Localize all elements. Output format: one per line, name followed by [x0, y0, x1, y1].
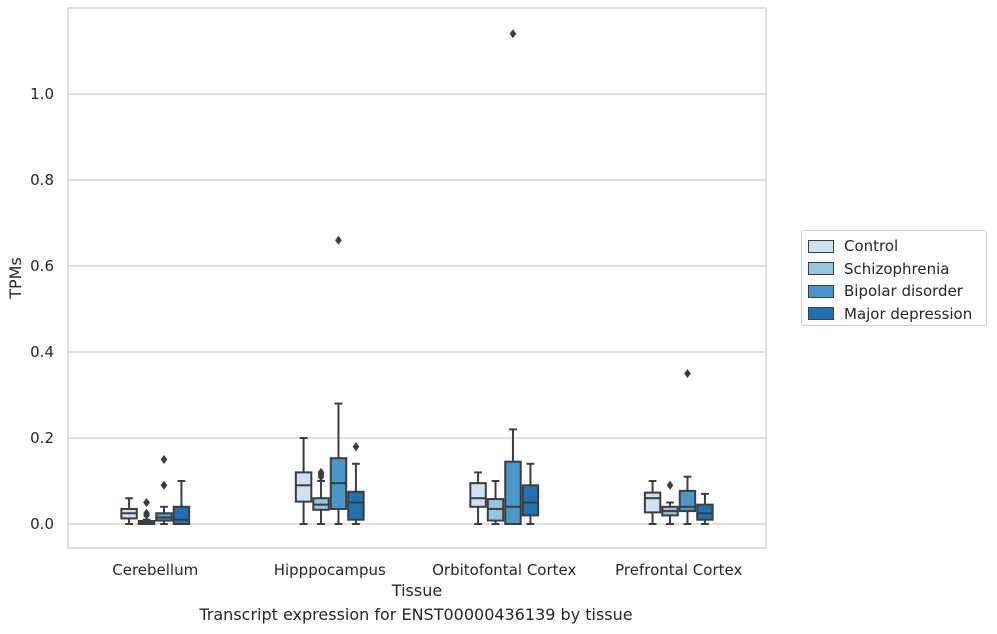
legend-label-bipolar-disorder: Bipolar disorder — [844, 282, 963, 301]
chart-caption: Transcript expression for ENST0000043613… — [199, 605, 633, 624]
outlier-cat0-s1-0 — [143, 498, 150, 507]
box-cat1-s2 — [329, 235, 348, 525]
box-cat2-s1 — [486, 480, 505, 525]
box-body-cat2-s0 — [469, 482, 487, 508]
y-tick-labels: 0.0 0.2 0.4 0.6 0.8 1.0 — [30, 85, 54, 533]
outlier-cat3-s2-0 — [684, 369, 691, 378]
box-cat2-s3 — [521, 462, 540, 525]
box-body-cat3-s3 — [696, 503, 714, 521]
y-tick-label-1: 0.2 — [30, 429, 54, 447]
box-body-cat2-s3 — [521, 484, 540, 517]
x-tick-label-2: Orbitofontal Cortex — [432, 561, 576, 579]
box-cat1-s1 — [312, 467, 330, 525]
outlier-cat0-s2-0 — [160, 455, 168, 464]
y-axis-label: TPMs — [6, 257, 25, 300]
x-tick-label-0: Cerebellum — [112, 561, 198, 579]
outlier-cat1-s2-0 — [335, 235, 342, 245]
box-cat1-s3 — [347, 442, 365, 525]
box-cat1-s0 — [294, 437, 313, 525]
box-cat0-s2 — [155, 455, 173, 525]
legend-label-major-depression: Major depression — [844, 304, 973, 323]
y-tick-label-0: 0.0 — [30, 515, 54, 533]
legend-item-control: Control — [808, 235, 986, 258]
box-cat3-s3 — [696, 492, 714, 525]
box-body-cat2-s2 — [504, 460, 522, 525]
x-axis-label: Tissue — [391, 581, 442, 600]
box-cat0-s1 — [137, 498, 156, 525]
box-body-cat1-s3 — [347, 490, 365, 521]
box-body-cat1-s0 — [294, 471, 313, 503]
legend-item-schizophrenia: Schizophrenia — [808, 258, 986, 281]
box-body-cat3-s0 — [643, 491, 662, 514]
outlier-cat0-s1-2 — [143, 510, 150, 520]
x-tick-labels: Cerebellum Hipppocampus Orbitofontal Corte… — [112, 561, 742, 579]
outlier-cat1-s3-0 — [352, 442, 360, 452]
box-cat2-s0 — [469, 471, 487, 525]
legend-swatch-schizophrenia — [808, 262, 834, 276]
box-cat2-s2 — [504, 29, 522, 525]
y-tick-label-3: 0.6 — [30, 257, 54, 275]
box-cat3-s2 — [678, 369, 697, 525]
y-tick-label-5: 1.0 — [30, 85, 54, 103]
box-cat0-s3 — [172, 480, 191, 525]
legend-label-schizophrenia: Schizophrenia — [844, 259, 950, 278]
y-tick-label-2: 0.4 — [30, 343, 54, 361]
legend-item-bipolar-disorder: Bipolar disorder — [808, 280, 986, 303]
x-tick-label-1: Hipppocampus — [274, 561, 386, 579]
outlier-cat1-s1-2 — [317, 472, 325, 482]
legend-swatch-control — [808, 239, 834, 253]
box-body-cat0-s3 — [172, 505, 191, 525]
box-cat3-s1 — [661, 480, 679, 525]
box-body-cat3-s2 — [678, 489, 697, 513]
box-cat0-s0 — [120, 497, 138, 525]
legend: Control Schizophrenia Bipolar disorder M… — [801, 230, 987, 326]
legend-label-control: Control — [844, 237, 899, 256]
outlier-cat2-s2-0 — [509, 29, 517, 39]
plot-area — [67, 7, 767, 549]
legend-swatch-major-depression — [808, 307, 834, 321]
x-tick-label-3: Prefrontal Cortex — [615, 561, 742, 579]
outlier-cat0-s2-1 — [160, 480, 168, 490]
box-cat3-s0 — [643, 480, 662, 525]
outlier-cat3-s1-0 — [666, 480, 674, 490]
legend-item-major-depression: Major depression — [808, 303, 986, 326]
y-tick-label-4: 0.8 — [30, 171, 54, 189]
box-series-group — [120, 29, 714, 525]
legend-swatch-bipolar-disorder — [808, 284, 834, 298]
